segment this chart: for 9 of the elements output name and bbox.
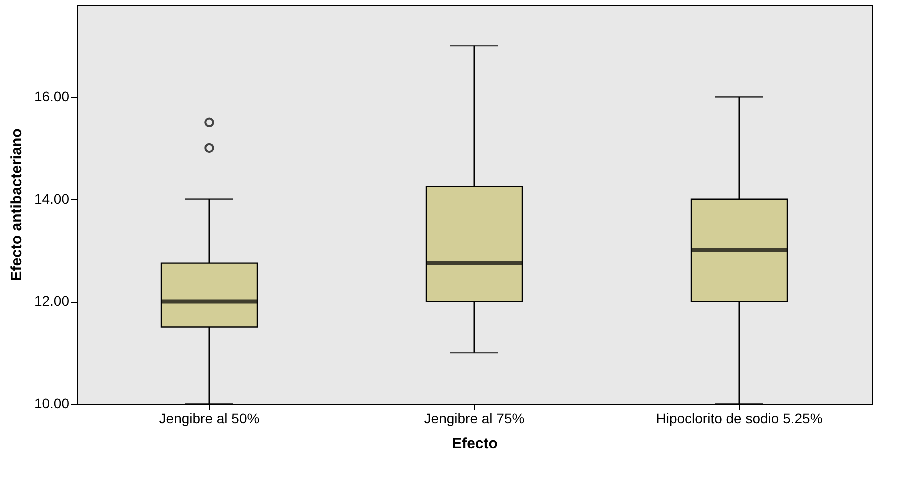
y-tick-label: 14.00 [34, 190, 70, 207]
x-tick-label: Hipoclorito de sodio 5.25% [656, 410, 823, 426]
y-axis-title: Efecto antibacteriano [8, 128, 26, 282]
y-tick-label: 16.00 [34, 88, 70, 105]
x-tick-label: Jengibre al 75% [424, 410, 525, 426]
x-axis-title: Efecto [452, 436, 498, 452]
y-tick-label: 12.00 [34, 293, 70, 310]
x-tick-label: Jengibre al 50% [159, 410, 260, 426]
y-tick-label: 10.00 [34, 396, 70, 412]
